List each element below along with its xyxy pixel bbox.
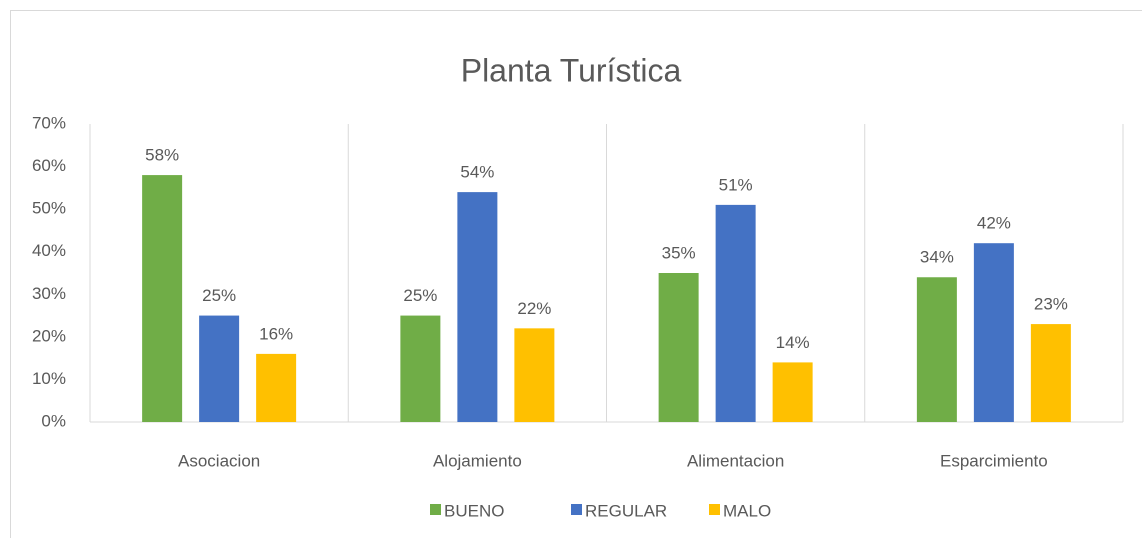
bar <box>199 315 240 422</box>
data-label: 23% <box>1034 295 1068 314</box>
data-label: 42% <box>977 214 1011 233</box>
x-tick-label: Alimentacion <box>687 451 784 470</box>
data-label: 35% <box>662 243 696 262</box>
y-tick-label: 30% <box>32 284 66 303</box>
legend-swatch <box>571 504 582 515</box>
y-tick-label: 20% <box>32 326 66 345</box>
x-tick-label: Asociacion <box>178 451 260 470</box>
y-tick-label: 40% <box>32 241 66 260</box>
legend-label: BUENO <box>444 501 504 520</box>
chart-title: Planta Turística <box>461 52 682 88</box>
bar <box>916 277 957 422</box>
bar <box>514 328 555 422</box>
bar <box>457 192 498 422</box>
legend-label: MALO <box>723 501 771 520</box>
data-label: 34% <box>920 248 954 267</box>
data-label: 25% <box>202 286 236 305</box>
data-label: 22% <box>517 299 551 318</box>
y-tick-label: 50% <box>32 199 66 218</box>
chart-border <box>10 10 1142 538</box>
data-label: 16% <box>259 324 293 343</box>
legend-swatch <box>709 504 720 515</box>
x-tick-label: Esparcimiento <box>940 451 1048 470</box>
bar <box>400 315 441 422</box>
y-tick-label: 10% <box>32 369 66 388</box>
bar <box>256 353 297 422</box>
bar <box>772 362 813 422</box>
bar <box>142 175 183 422</box>
data-label: 51% <box>719 175 753 194</box>
y-tick-label: 70% <box>32 113 66 132</box>
legend-label: REGULAR <box>585 501 667 520</box>
bar <box>715 204 756 422</box>
y-tick-label: 0% <box>41 411 66 430</box>
data-label: 58% <box>145 146 179 165</box>
bar <box>973 243 1014 422</box>
x-tick-label: Alojamiento <box>433 451 522 470</box>
data-label: 54% <box>460 163 494 182</box>
bar <box>1030 324 1071 422</box>
y-tick-label: 60% <box>32 156 66 175</box>
bar <box>658 273 699 422</box>
data-label: 25% <box>403 286 437 305</box>
data-label: 14% <box>776 333 810 352</box>
legend-swatch <box>430 504 441 515</box>
